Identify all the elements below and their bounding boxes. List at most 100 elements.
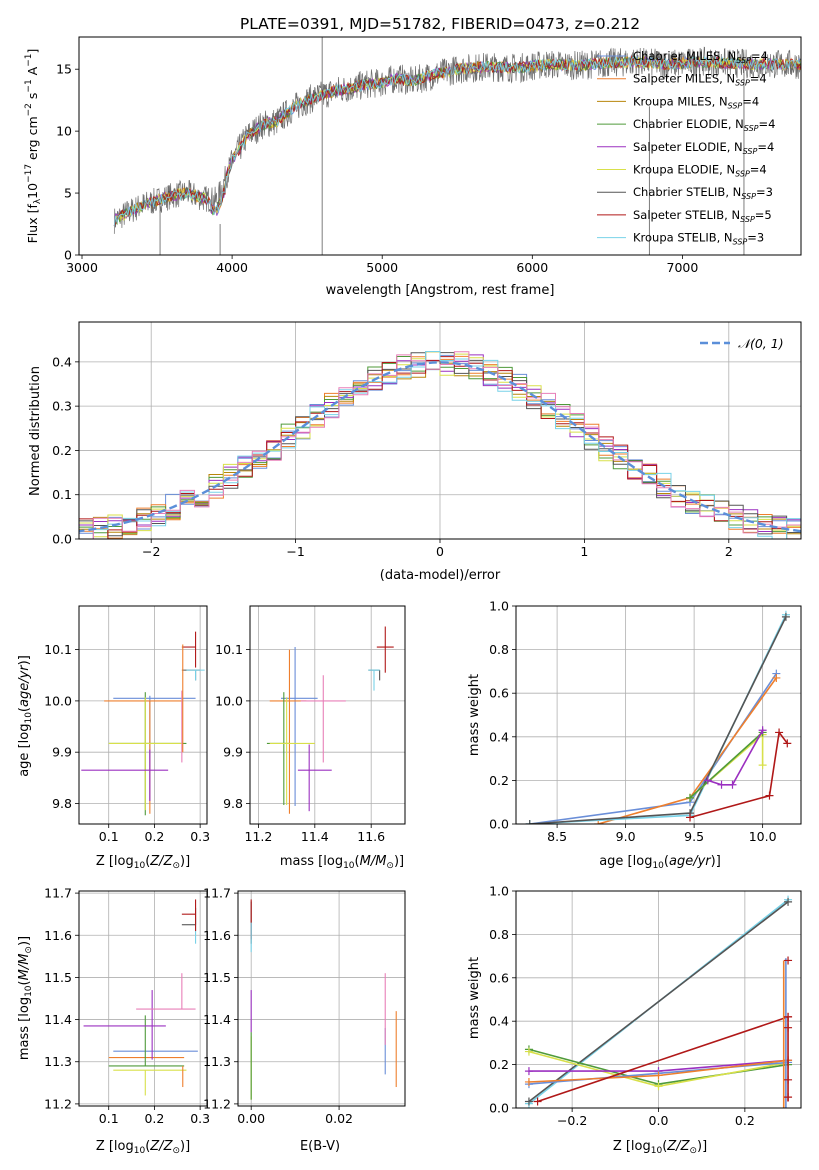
plot-area — [524, 895, 793, 1108]
residual-xlabel: (data-model)/error — [380, 568, 501, 583]
mass-weight-vs-age-panel: 8.5 9.0 9.5 10.0 0.0 0.2 0.4 0.6 0.8 1.0 — [489, 599, 802, 845]
y-tick-label: 0.4 — [489, 729, 509, 744]
axes-frame — [78, 36, 802, 256]
mass-weight-line — [529, 614, 787, 824]
ticks: −2 −1 0 1 2 0.0 0.1 0.2 0.3 0.4 — [52, 354, 733, 559]
mass-vs-extinction-panel: 0.00 0.02 11.2 11.3 11.4 11.5 11.6 11.7 — [203, 886, 406, 1126]
mass-weight-marker — [784, 1012, 793, 1021]
y-tick-label: 9.9 — [52, 745, 72, 760]
mass-weight-marker — [524, 1097, 533, 1106]
x-tick-label: 0.3 — [190, 829, 210, 844]
axes-frame — [249, 605, 406, 825]
legend-label: Chabrier ELODIE, NSSP=4 — [633, 117, 775, 133]
y-tick-label: 11.2 — [44, 1096, 72, 1111]
y-tick-label: 11.4 — [203, 1012, 231, 1027]
mass-weight-marker — [525, 820, 534, 824]
legend-label: Salpeter ELODIE, NSSP=4 — [633, 140, 774, 156]
x-tick-label: 8.5 — [547, 829, 567, 844]
y-tick-label: 0.0 — [52, 532, 72, 547]
axes-frame — [78, 605, 208, 825]
legend-label: Salpeter MILES, NSSP=4 — [633, 72, 767, 88]
x-tick-label: 0 — [436, 544, 444, 559]
mass-z-xlabel: Z [log10(Z/Z⊙)] — [96, 1139, 190, 1156]
histogram-step — [79, 356, 801, 539]
y-tick-label: 5 — [64, 186, 72, 201]
y-tick-label: 9.8 — [52, 796, 72, 811]
y-tick-label: 0.8 — [489, 642, 509, 657]
y-tick-label: 11.3 — [44, 1054, 72, 1069]
ticks: −0.2 0.0 0.2 0.0 0.2 0.4 0.6 0.8 1.0 — [489, 884, 755, 1129]
mass-weight-line — [537, 1016, 789, 1103]
mass-weight-line — [529, 616, 787, 824]
x-tick-label: 0.00 — [237, 1111, 265, 1126]
mass-weight-marker — [686, 793, 695, 802]
mass-weight-marker — [784, 1023, 793, 1032]
mass-weight-marker — [765, 791, 774, 800]
plot-area — [266, 626, 394, 814]
x-tick-label: −1 — [286, 544, 304, 559]
mass-weight-marker — [775, 728, 784, 737]
mw-age-xlabel: age [log10(age/yr)] — [599, 854, 721, 871]
y-tick-label: 0.6 — [489, 970, 509, 985]
axes-frame — [78, 890, 208, 1107]
ticks: 8.5 9.0 9.5 10.0 0.0 0.2 0.4 0.6 0.8 1.0 — [489, 599, 776, 845]
y-tick-label: 1.0 — [489, 599, 509, 614]
mass-weight-marker — [594, 820, 603, 824]
ticks: 0.1 0.2 0.3 9.8 9.9 10.0 10.1 — [44, 642, 210, 844]
ticks: 0.1 0.2 0.3 11.2 11.3 11.4 11.5 11.6 11.7 — [44, 886, 210, 1126]
mass-weight-line — [528, 901, 789, 1103]
grid — [516, 605, 801, 825]
x-tick-label: 0.1 — [99, 1111, 119, 1126]
y-tick-label: 10 — [56, 124, 72, 139]
y-tick-label: 10.0 — [44, 693, 72, 708]
age-mass-xlabel: mass [log10(M/M⊙)] — [280, 854, 404, 871]
x-tick-label: 7000 — [667, 260, 699, 275]
x-tick-label: 6000 — [516, 260, 548, 275]
x-tick-label: 3000 — [66, 260, 98, 275]
legend-label: Chabrier MILES, NSSP=4 — [633, 49, 768, 65]
y-tick-label: 0.0 — [489, 1101, 509, 1116]
mass-weight-line — [529, 673, 777, 824]
spectrum-model-line — [113, 55, 801, 226]
mass-weight-marker — [728, 780, 737, 789]
grid — [238, 891, 405, 1106]
grid — [79, 606, 207, 824]
y-tick-label: 11.2 — [203, 1096, 231, 1111]
x-tick-label: 9.0 — [616, 829, 636, 844]
x-tick-label: 11.2 — [245, 829, 273, 844]
legend-label: Chabrier STELIB, NSSP=3 — [633, 185, 773, 201]
mass-weight-marker — [703, 776, 712, 785]
mass-weight-marker — [781, 612, 790, 621]
spectrum-xlabel: wavelength [Angstrom, rest frame] — [326, 283, 555, 298]
axes-frame — [515, 605, 802, 825]
x-tick-label: −0.2 — [557, 1113, 587, 1128]
plot-area — [79, 351, 801, 539]
age-vs-metallicity-panel: 0.1 0.2 0.3 9.8 9.9 10.0 10.1 — [44, 605, 210, 844]
mw-z-ylabel: mass weight — [467, 957, 482, 1039]
mass-weight-marker — [758, 726, 767, 735]
legend-label: Salpeter STELIB, NSSP=5 — [633, 208, 772, 224]
mass-vs-metallicity-panel: 0.1 0.2 0.3 11.2 11.3 11.4 11.5 11.6 11.7 — [44, 886, 210, 1126]
mw-z-xlabel: Z [log10(Z/Z⊙)] — [613, 1139, 707, 1156]
ebv-xlabel: E(B-V) — [300, 1139, 340, 1154]
y-tick-label: 11.7 — [203, 886, 231, 901]
mass-weight-line — [707, 729, 764, 786]
y-tick-label: 9.8 — [223, 796, 243, 811]
y-tick-label: 11.5 — [203, 970, 231, 985]
x-tick-label: 0.1 — [99, 829, 119, 844]
mass-weight-marker — [524, 1047, 533, 1056]
plot-area — [113, 37, 801, 255]
mass-weight-vs-metallicity-panel: −0.2 0.0 0.2 0.0 0.2 0.4 0.6 0.8 1.0 — [489, 884, 802, 1129]
y-tick-label: 11.4 — [44, 1012, 72, 1027]
ticks: 0.00 0.02 11.2 11.3 11.4 11.5 11.6 11.7 — [203, 886, 353, 1126]
age-vs-mass-panel: 11.2 11.4 11.6 9.8 9.9 10.0 10.1 — [215, 605, 406, 844]
y-tick-label: 0.6 — [489, 686, 509, 701]
x-tick-label: 0.02 — [325, 1111, 353, 1126]
y-tick-label: 0 — [64, 248, 72, 263]
x-tick-label: 0.2 — [144, 1111, 164, 1126]
legend-label: Kroupa MILES, NSSP=4 — [633, 94, 759, 110]
plot-area — [83, 899, 198, 1096]
spectrum-panel: 3000 4000 5000 6000 7000 0 5 10 15 Chabrier MILES… — [56, 36, 802, 275]
mw-age-ylabel: mass weight — [467, 674, 482, 756]
